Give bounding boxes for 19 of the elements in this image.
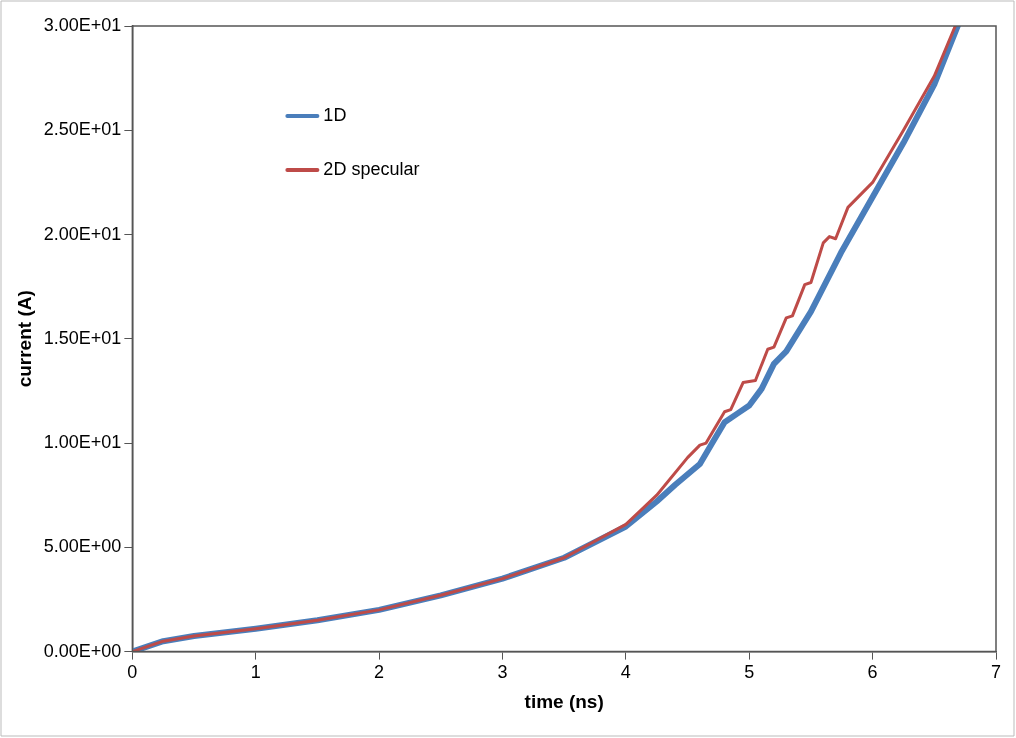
y-tick-label: 3.00E+01 <box>43 14 122 35</box>
y-tick-label: 1.50E+01 <box>43 327 122 348</box>
x-tick-label: 1 <box>250 662 261 683</box>
x-tick-label: 0 <box>127 662 138 683</box>
y-tick-label: 0.00E+00 <box>43 640 122 661</box>
x-axis-title: time (ns) <box>524 690 604 712</box>
y-tick-label: 2.50E+01 <box>43 119 122 140</box>
y-axis-title: current (A) <box>13 290 35 388</box>
y-tick-label: 5.00E+00 <box>43 536 122 557</box>
y-tick-label: 1.00E+01 <box>43 432 122 453</box>
y-tick-label: 2.00E+01 <box>43 223 122 244</box>
x-tick-label: 4 <box>620 662 631 683</box>
x-tick-label: 6 <box>867 662 878 683</box>
x-tick-label: 7 <box>990 662 1002 683</box>
x-tick-label: 3 <box>497 662 508 683</box>
legend-label: 2D specular <box>323 158 420 179</box>
x-tick-label: 2 <box>374 662 385 683</box>
x-tick-label: 5 <box>744 662 755 683</box>
legend-label: 1D <box>323 104 347 125</box>
